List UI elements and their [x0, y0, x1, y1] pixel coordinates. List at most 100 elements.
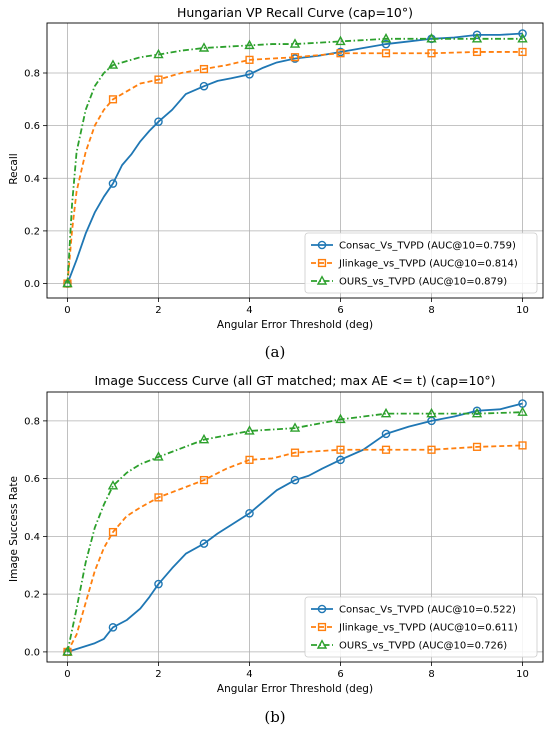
data-point [289, 38, 301, 48]
data-point [198, 433, 210, 444]
y-tick-label: 0.4 [24, 174, 40, 185]
data-point [289, 422, 301, 432]
series-line [67, 402, 523, 653]
y-tick-label: 0.8 [24, 69, 40, 80]
data-point [335, 35, 346, 46]
data-point [154, 579, 163, 589]
data-point [471, 33, 483, 43]
x-tick-label: 6 [337, 669, 343, 680]
caption: (a) [265, 343, 286, 361]
legend-item: OURS_vs_TVPD (AUC@10=0.726) [311, 639, 507, 652]
x-tick-label: 8 [428, 669, 434, 680]
data-point [427, 445, 436, 454]
data-point [290, 448, 300, 457]
legend-box [304, 596, 538, 658]
data-point [381, 39, 391, 49]
legend-item: Jlinkage_vs_TVPD (AUC@10=0.611) [311, 623, 518, 634]
data-point [427, 49, 436, 58]
data-point [517, 406, 528, 416]
data-point [199, 81, 209, 91]
data-point [380, 407, 392, 418]
x-tick-label: 2 [155, 305, 161, 316]
data-point [199, 64, 209, 74]
data-point [290, 53, 300, 62]
legend-label: Consac_Vs_TVPD (AUC@10=0.522) [339, 605, 516, 616]
y-tick-label: 0.0 [24, 647, 40, 658]
data-point [381, 445, 391, 454]
data-point [472, 47, 482, 57]
data-point [518, 47, 527, 57]
x-tick-label: 10 [516, 669, 529, 680]
data-point [336, 445, 345, 454]
data-point [380, 33, 392, 43]
legend-label: OURS_vs_TVPD (AUC@10=0.879) [339, 277, 507, 288]
x-tick-label: 4 [246, 305, 252, 316]
data-point [336, 49, 345, 58]
x-tick-label: 4 [246, 669, 252, 680]
data-point [107, 59, 119, 69]
chart-title: Image Success Curve (all GT matched; max… [94, 373, 495, 388]
chart-title: Hungarian VP Recall Curve (cap=10°) [177, 5, 413, 20]
data-point [381, 49, 391, 58]
y-tick-label: 0.4 [24, 532, 40, 543]
data-point [336, 455, 345, 465]
data-point [426, 407, 437, 418]
data-point [107, 480, 119, 490]
legend-marker [317, 604, 327, 614]
data-point [517, 33, 528, 43]
data-point [245, 455, 254, 464]
series-3 [62, 406, 528, 656]
y-tick-label: 0.0 [24, 279, 40, 290]
data-point [108, 179, 118, 188]
data-point [518, 441, 527, 450]
data-point [153, 451, 164, 461]
series-line [66, 411, 523, 653]
data-point [108, 623, 118, 632]
legend-label: Jlinkage_vs_TVPD (AUC@10=0.611) [338, 623, 518, 634]
y-tick-label: 0.8 [24, 416, 40, 427]
y-axis-label: Image Success Rate [8, 476, 20, 582]
panel-b: Image Success Curve (all GT matched; max… [8, 373, 544, 726]
data-point [244, 39, 255, 50]
data-point [472, 30, 482, 40]
y-axis-label: Recall [8, 153, 20, 184]
series-2 [63, 441, 527, 656]
legend: Consac_Vs_TVPD (AUC@10=0.522) Jlinkage_vs… [304, 596, 538, 658]
series-line [66, 37, 523, 284]
panel-a: Hungarian VP Recall Curve (cap=10°) Reca… [8, 5, 544, 361]
data-point [199, 539, 209, 548]
x-axis-label: Angular Error Threshold (deg) [217, 319, 373, 331]
data-point [245, 55, 254, 64]
data-point [62, 277, 73, 288]
series-3 [62, 33, 528, 288]
data-point [62, 646, 73, 656]
data-point [518, 29, 527, 38]
legend-label: Jlinkage_vs_TVPD (AUC@10=0.814) [338, 259, 518, 270]
x-tick-label: 10 [516, 305, 529, 316]
grid [47, 23, 543, 298]
series-line [66, 444, 523, 653]
data-point [290, 475, 300, 485]
data-point [381, 429, 391, 439]
plot-frame [46, 391, 544, 663]
data-point [153, 48, 164, 59]
x-tick-label: 6 [337, 305, 343, 316]
y-tick-label: 0.2 [24, 226, 40, 237]
x-tick-label: 8 [428, 305, 434, 316]
series-line [66, 51, 523, 284]
data-point [154, 493, 163, 502]
data-point [108, 527, 118, 537]
data-point [199, 475, 209, 485]
y-tick-label: 0.6 [24, 121, 40, 132]
data-point [198, 42, 210, 52]
legend-box [304, 232, 538, 294]
data-point [244, 425, 255, 435]
data-point [471, 407, 483, 418]
legend-label: Consac_Vs_TVPD (AUC@10=0.759) [339, 241, 516, 252]
legend: Consac_Vs_TVPD (AUC@10=0.759) Jlinkage_vs… [304, 232, 538, 294]
x-tick-label: 2 [155, 669, 161, 680]
data-point [154, 75, 163, 84]
y-tick-label: 0.2 [24, 590, 40, 601]
data-point [245, 508, 254, 518]
